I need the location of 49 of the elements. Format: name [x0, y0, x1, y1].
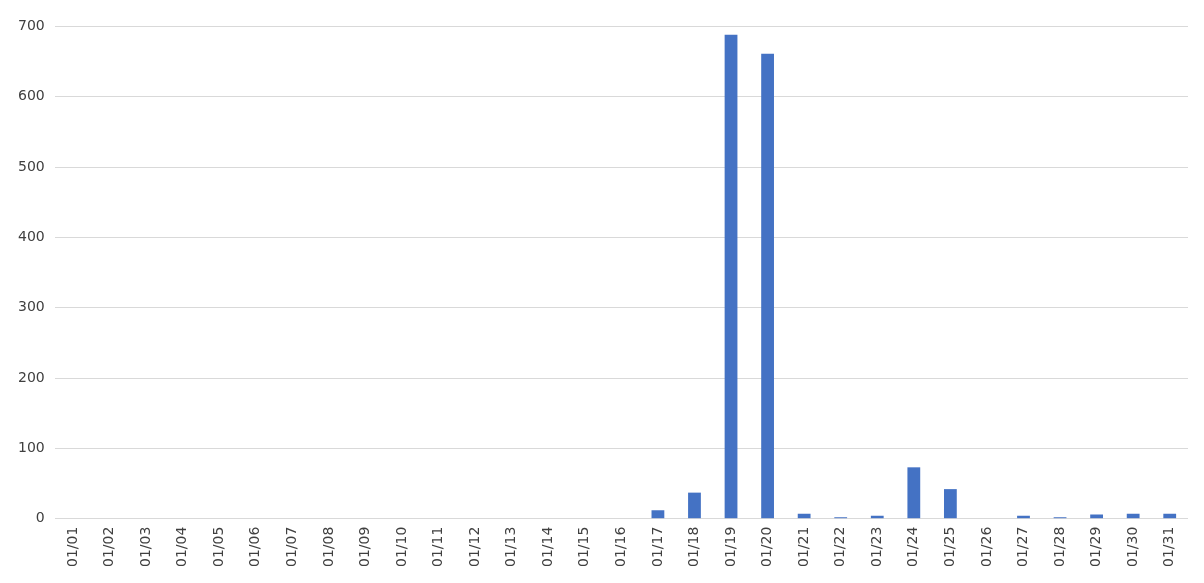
bar [724, 34, 738, 519]
x-tick-label: 01/19 [721, 526, 738, 568]
bar [651, 510, 665, 519]
x-tick-label: 01/03 [136, 526, 153, 568]
bar [688, 492, 701, 519]
x-tick-label: 01/29 [1087, 526, 1104, 568]
x-tick-label: 01/20 [758, 526, 775, 568]
y-tick-label: 700 [17, 17, 45, 34]
y-tick-label: 200 [17, 368, 45, 385]
x-tick-label: 01/28 [1050, 526, 1067, 568]
x-tick-label: 01/02 [100, 526, 117, 568]
x-tick-label: 01/08 [319, 526, 336, 568]
bar [761, 53, 774, 519]
x-tick-label: 01/14 [538, 526, 555, 568]
bar [797, 513, 811, 519]
x-tick-label: 01/10 [392, 526, 409, 568]
x-tick-label: 01/25 [941, 526, 958, 568]
x-tick-label: 01/01 [63, 526, 80, 568]
y-tick-label: 400 [17, 228, 45, 245]
x-tick-label: 01/07 [282, 526, 299, 568]
x-tick-label: 01/26 [977, 526, 994, 568]
y-tick-label: 300 [17, 298, 45, 315]
x-tick-label: 01/30 [1123, 526, 1140, 568]
x-tick-label: 01/05 [209, 526, 226, 568]
x-tick-label: 01/22 [831, 526, 848, 568]
x-tick-label: 01/24 [904, 526, 921, 568]
x-tick-label: 01/18 [685, 526, 702, 568]
y-tick-label: 500 [17, 157, 45, 174]
bar [1126, 513, 1140, 519]
x-tick-label: 01/11 [429, 526, 446, 568]
x-tick-label: 01/04 [173, 526, 190, 568]
x-tick-label: 01/27 [1014, 526, 1031, 568]
bar [943, 489, 957, 519]
x-tick-label: 01/12 [465, 526, 482, 568]
x-tick-label: 01/16 [612, 526, 628, 568]
x-tick-label: 01/31 [1160, 526, 1177, 568]
bar [1163, 513, 1177, 519]
y-tick-label: 100 [17, 438, 45, 455]
y-tick-label: 600 [17, 87, 45, 104]
bar [1090, 514, 1103, 519]
x-tick-label: 01/09 [356, 526, 373, 568]
y-tick-label: 0 [35, 509, 45, 526]
x-tick-label: 01/17 [648, 526, 665, 568]
x-tick-label: 01/15 [575, 526, 592, 568]
x-tick-label: 01/23 [867, 526, 884, 568]
x-tick-label: 01/13 [502, 526, 519, 568]
bar [907, 467, 921, 519]
x-tick-label: 01/06 [246, 526, 263, 568]
x-tick-label: 01/21 [794, 526, 811, 568]
